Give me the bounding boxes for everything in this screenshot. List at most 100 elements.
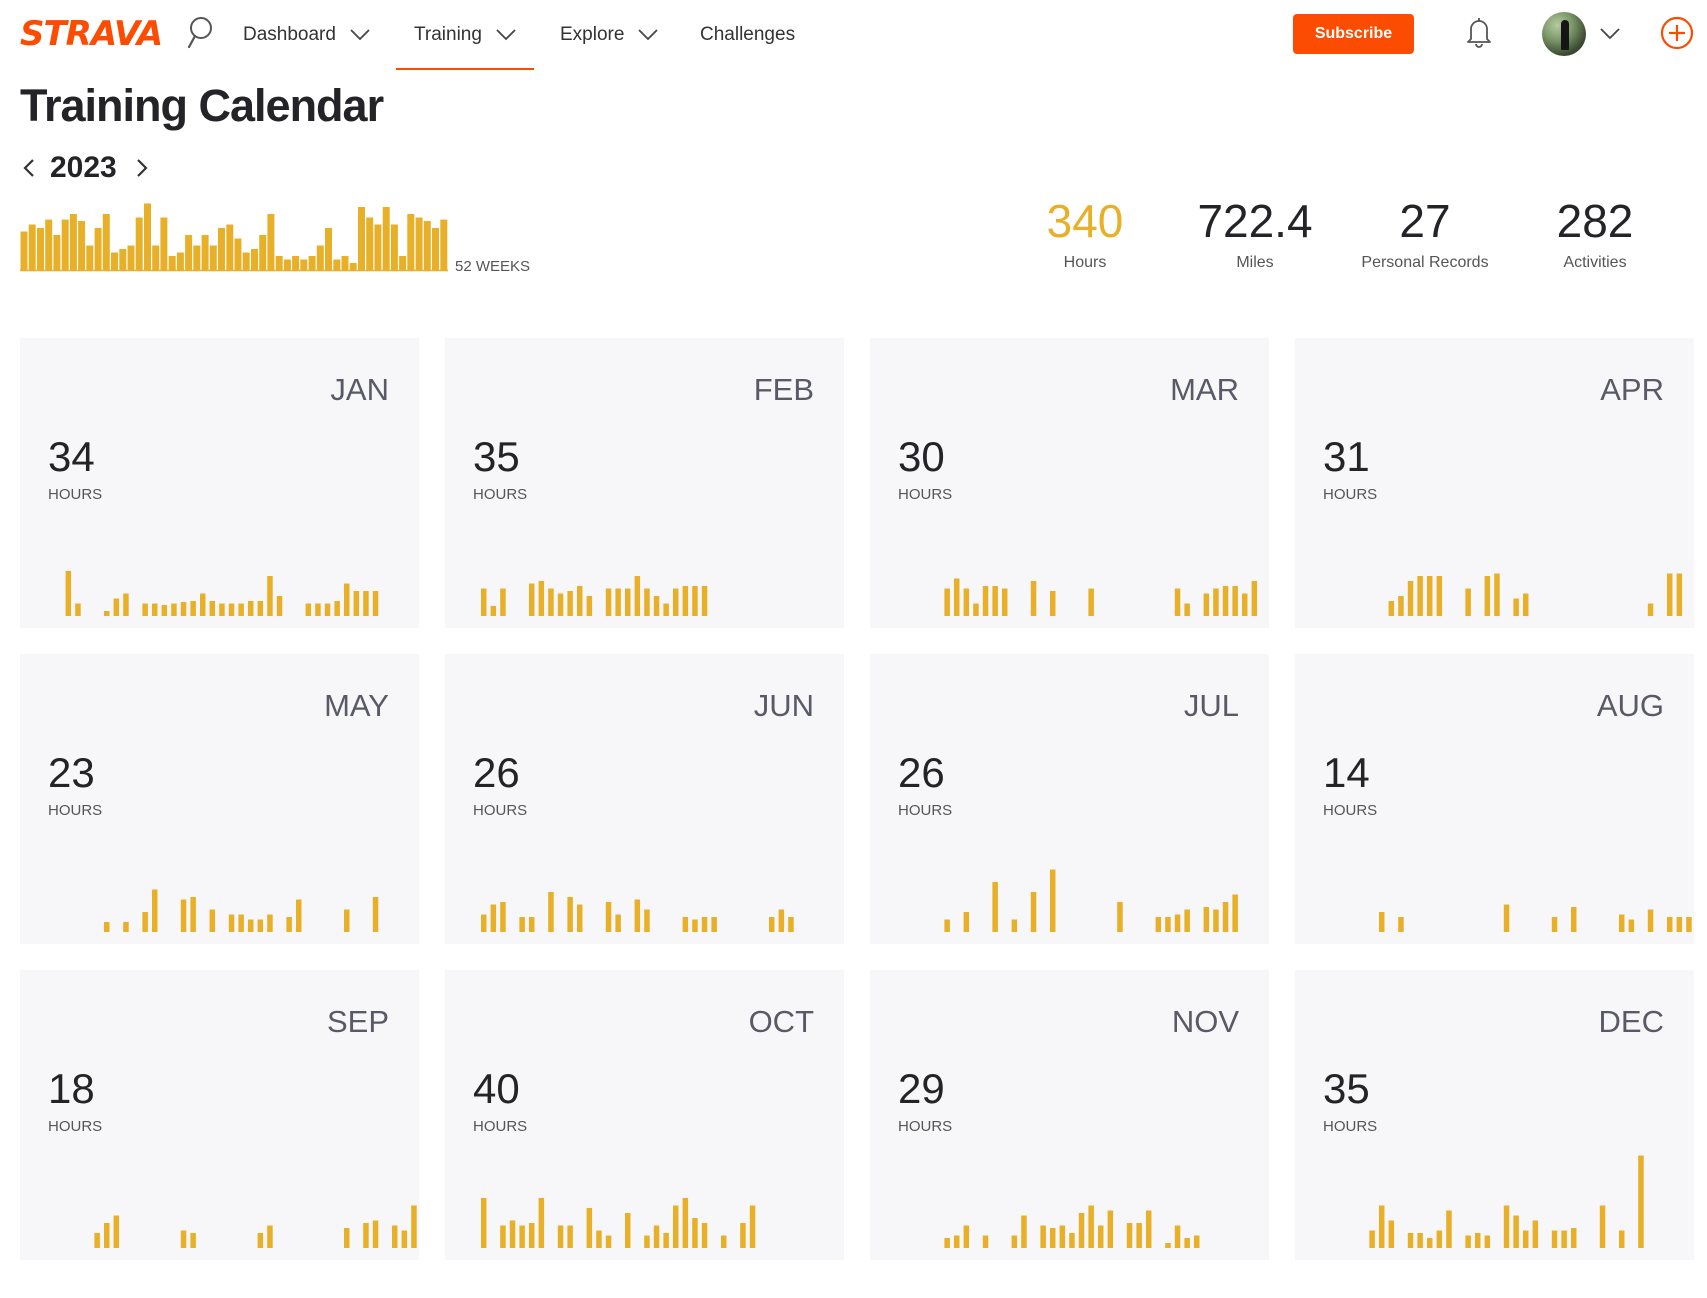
day-bar[interactable] [209, 909, 216, 933]
day-bar[interactable] [123, 593, 129, 617]
day-bar[interactable] [219, 603, 225, 617]
day-bar[interactable] [257, 1233, 264, 1248]
day-bar[interactable] [682, 586, 689, 616]
day-bar[interactable] [682, 917, 689, 932]
day-bar[interactable] [267, 914, 273, 933]
day-bar[interactable] [625, 1213, 631, 1248]
day-bar[interactable] [1088, 1205, 1094, 1249]
day-bar[interactable] [1513, 1215, 1519, 1249]
day-bar[interactable] [778, 909, 785, 933]
day-bar[interactable] [1436, 1230, 1443, 1249]
day-bar[interactable] [104, 611, 110, 616]
day-bar[interactable] [315, 603, 321, 617]
day-bar[interactable] [324, 603, 331, 617]
day-bar[interactable] [1503, 904, 1510, 933]
day-bar[interactable] [1667, 917, 1673, 932]
month-card-oct[interactable]: OCT 40 HOURS [445, 970, 844, 1260]
day-bar[interactable] [954, 1235, 960, 1249]
day-bar[interactable] [644, 909, 650, 933]
day-bar[interactable] [788, 917, 794, 932]
day-bar[interactable] [663, 1233, 669, 1248]
day-bar[interactable] [1551, 917, 1558, 932]
day-bar[interactable] [1146, 1210, 1152, 1249]
day-bar[interactable] [615, 914, 621, 933]
day-bar[interactable] [1232, 894, 1238, 933]
day-bar[interactable] [1174, 914, 1181, 933]
day-bar[interactable] [1484, 1235, 1491, 1249]
day-bar[interactable] [586, 596, 593, 616]
day-bar[interactable] [982, 1235, 989, 1249]
day-bar[interactable] [1107, 1210, 1114, 1249]
day-bar[interactable] [490, 606, 497, 616]
day-bar[interactable] [1126, 1223, 1133, 1248]
day-bar[interactable] [992, 882, 998, 932]
day-bar[interactable] [1232, 586, 1238, 616]
day-bar[interactable] [248, 601, 254, 616]
day-bar[interactable] [180, 1230, 187, 1249]
month-card-sep[interactable]: SEP 18 HOURS [20, 970, 419, 1260]
day-bar[interactable] [529, 1223, 535, 1248]
day-bar[interactable] [372, 897, 379, 932]
day-bar[interactable] [353, 591, 360, 616]
day-bar[interactable] [1088, 588, 1094, 617]
day-bar[interactable] [615, 588, 621, 617]
day-bar[interactable] [644, 1235, 650, 1249]
day-bar[interactable] [1203, 907, 1210, 932]
search-icon[interactable] [186, 16, 216, 50]
day-bar[interactable] [1222, 586, 1229, 616]
day-bar[interactable] [1398, 596, 1404, 616]
day-bar[interactable] [248, 919, 254, 933]
day-bar[interactable] [1184, 603, 1190, 617]
day-bar[interactable] [1398, 917, 1404, 932]
day-bar[interactable] [538, 581, 545, 616]
day-bar[interactable] [1667, 573, 1673, 617]
day-bar[interactable] [701, 586, 708, 616]
day-bar[interactable] [1417, 576, 1423, 616]
day-bar[interactable] [1388, 1220, 1395, 1249]
day-bar[interactable] [1251, 581, 1258, 616]
month-card-feb[interactable]: FEB 35 HOURS [445, 338, 844, 628]
next-year-button[interactable] [131, 156, 153, 180]
day-bar[interactable] [392, 1225, 398, 1249]
day-bar[interactable] [586, 1208, 593, 1248]
day-bar[interactable] [1011, 919, 1018, 933]
nav-challenges[interactable]: Challenges [700, 20, 795, 50]
day-bar[interactable] [1040, 1225, 1046, 1249]
day-bar[interactable] [644, 588, 650, 617]
add-circle-icon[interactable] [1660, 16, 1694, 50]
nav-dashboard[interactable]: Dashboard [243, 20, 370, 50]
day-bar[interactable] [1165, 1243, 1171, 1248]
day-bar[interactable] [605, 588, 612, 617]
day-bar[interactable] [577, 904, 583, 933]
day-bar[interactable] [548, 892, 554, 932]
chevron-down-icon[interactable] [1600, 28, 1620, 40]
day-bar[interactable] [529, 583, 535, 617]
day-bar[interactable] [1379, 912, 1385, 932]
day-bar[interactable] [721, 1235, 727, 1249]
month-card-jul[interactable]: JUL 26 HOURS [870, 654, 1269, 944]
day-bar[interactable] [1407, 581, 1414, 616]
day-bar[interactable] [605, 1235, 612, 1249]
day-bar[interactable] [538, 1198, 545, 1248]
day-bar[interactable] [944, 1238, 950, 1248]
day-bar[interactable] [963, 588, 970, 617]
day-bar[interactable] [286, 917, 292, 932]
day-bar[interactable] [267, 1225, 273, 1249]
day-bar[interactable] [1136, 1223, 1142, 1248]
day-bar[interactable] [161, 605, 168, 616]
day-bar[interactable] [363, 591, 369, 616]
day-bar[interactable] [113, 1215, 120, 1249]
day-bar[interactable] [663, 603, 669, 617]
day-bar[interactable] [94, 1233, 100, 1248]
day-bar[interactable] [1379, 1205, 1385, 1249]
day-bar[interactable] [1475, 1233, 1481, 1248]
day-bar[interactable] [1174, 1225, 1181, 1249]
day-bar[interactable] [171, 603, 177, 617]
day-bar[interactable] [1021, 1215, 1027, 1249]
day-bar[interactable] [1165, 917, 1171, 932]
day-bar[interactable] [500, 902, 506, 932]
day-bar[interactable] [190, 897, 196, 932]
month-card-apr[interactable]: APR 31 HOURS [1295, 338, 1694, 628]
month-card-nov[interactable]: NOV 29 HOURS [870, 970, 1269, 1260]
avatar[interactable] [1542, 12, 1586, 56]
